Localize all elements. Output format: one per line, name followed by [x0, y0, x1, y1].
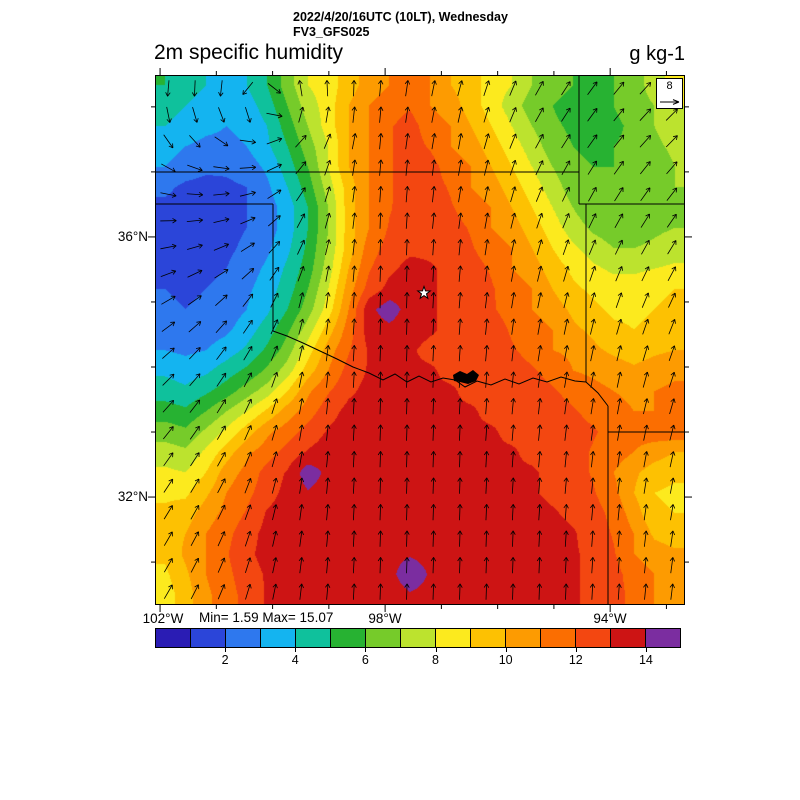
colorbar-tick-label: 14 — [638, 653, 653, 667]
colorbar-tick-label: 10 — [498, 653, 513, 667]
red-river — [272, 330, 587, 388]
wind-arrows — [160, 80, 678, 600]
colorbar-tick — [295, 648, 297, 652]
lat-label-36n: 36°N — [117, 229, 148, 244]
colorbar-swatch — [576, 629, 611, 647]
colorbar-tick — [365, 648, 367, 652]
colorbar-swatch — [226, 629, 261, 647]
colorbar-tick-label: 4 — [291, 653, 299, 667]
colorbar-tick — [435, 648, 437, 652]
colorbar-tick-label: 12 — [568, 653, 583, 667]
lon-label-94w: 94°W — [593, 611, 627, 626]
colorbar-swatch — [296, 629, 331, 647]
minmax-label: Min= 1.59 Max= 15.07 — [199, 610, 334, 625]
state-boundaries — [155, 75, 685, 605]
reference-vector-value: 8 — [666, 80, 673, 92]
colorbar-tick-label: 2 — [221, 653, 229, 667]
location-star — [416, 284, 432, 300]
lon-label-102w: 102°W — [142, 611, 184, 626]
colorbar-swatch — [261, 629, 296, 647]
map-area: 8 36°N 32°N 102°W 98°W 94°W Min= 1.59 Ma… — [118, 68, 692, 626]
lon-label-98w: 98°W — [368, 611, 402, 626]
colorbar-swatch — [366, 629, 401, 647]
colorbar-swatch — [611, 629, 646, 647]
colorbar-swatch — [436, 629, 471, 647]
units-label: g kg-1 — [629, 43, 685, 65]
colorbar: 2 4 6 8 10 12 14 — [155, 628, 681, 672]
colorbar-swatch — [541, 629, 576, 647]
model-title: FV3_GFS025 — [293, 25, 370, 39]
reference-vector-arrow-icon — [659, 99, 679, 105]
axis-ticks — [148, 68, 692, 612]
colorbar-swatch — [646, 629, 680, 647]
colorbar-swatch — [331, 629, 366, 647]
colorbar-tick — [505, 648, 507, 652]
colorbar-swatch — [156, 629, 191, 647]
map-overlay — [148, 68, 692, 612]
colorbar-tick-label: 8 — [432, 653, 440, 667]
colorbar-tick — [225, 648, 227, 652]
colorbar-tick — [645, 648, 647, 652]
colorbar-swatch — [191, 629, 226, 647]
reference-vector-box: 8 — [656, 78, 683, 109]
colorbar-tick-label: 6 — [361, 653, 369, 667]
colorbar-tick — [575, 648, 577, 652]
colorbar-swatch — [506, 629, 541, 647]
colorbar-swatches — [155, 628, 681, 648]
plot-title: 2m specific humidity — [154, 41, 344, 64]
map-frame — [155, 75, 685, 605]
lat-label-32n: 32°N — [117, 489, 148, 504]
colorbar-swatch — [401, 629, 436, 647]
colorbar-swatch — [471, 629, 506, 647]
datetime-title: 2022/4/20/16UTC (10LT), Wednesday — [293, 10, 508, 24]
